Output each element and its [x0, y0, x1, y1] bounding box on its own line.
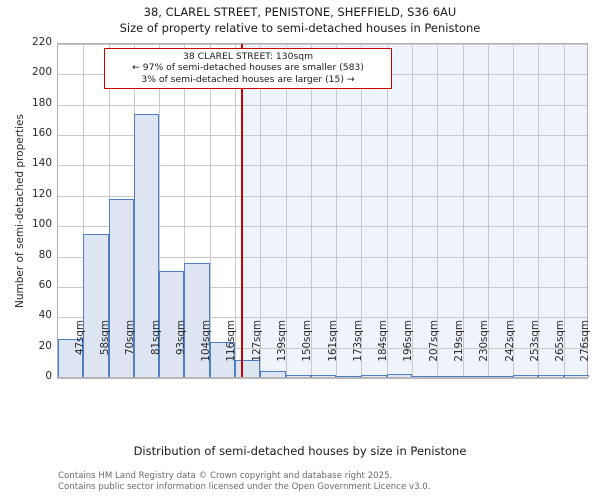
- x-tick-label: 230sqm: [478, 320, 491, 362]
- x-tick-label: 207sqm: [427, 320, 440, 362]
- x-tick-label: 150sqm: [301, 320, 314, 362]
- bar-230sqm: [462, 375, 488, 377]
- y-tick-label: 200: [31, 66, 52, 79]
- y-tick-label: 180: [31, 96, 52, 109]
- x-tick-label: 196sqm: [402, 320, 415, 362]
- gridline-x-11: [336, 44, 338, 377]
- bar-173sqm: [336, 375, 362, 377]
- gridline-x-5: [184, 44, 186, 377]
- annotation-line-2: ← 97% of semi-detached houses are smalle…: [132, 62, 364, 74]
- x-axis-label: Distribution of semi-detached houses by …: [133, 444, 467, 458]
- gridline-y-60: [58, 286, 587, 288]
- gridline-x-13: [386, 44, 388, 377]
- gridline-x-12: [361, 44, 363, 377]
- bar-207sqm: [412, 375, 438, 377]
- x-tick-label: 81sqm: [149, 320, 162, 356]
- gridline-y-100: [58, 226, 587, 228]
- bar-276sqm: [563, 375, 589, 377]
- bar-219sqm: [437, 375, 463, 377]
- y-tick-label: 100: [31, 218, 52, 231]
- annotation-line-1: 38 CLAREL STREET: 130sqm: [182, 51, 314, 62]
- gridline-y-180: [58, 104, 587, 106]
- larger-region-shading: [241, 44, 587, 377]
- gridline-x-6: [209, 44, 211, 377]
- bar-47sqm: [58, 339, 84, 377]
- bar-242sqm: [487, 375, 514, 377]
- y-tick-label: 140: [31, 157, 52, 170]
- y-tick-label: 80: [38, 248, 52, 261]
- gridline-x-19: [538, 44, 540, 377]
- bar-253sqm: [513, 375, 539, 377]
- property-size-marker-line: [241, 44, 243, 377]
- x-tick-label: 139sqm: [275, 320, 288, 362]
- annotation-line-3: 3% of semi-detached houses are larger (1…: [141, 73, 355, 85]
- bar-70sqm: [108, 199, 134, 377]
- gridline-y-80: [58, 256, 587, 258]
- page-title: 38, CLAREL STREET, PENISTONE, SHEFFIELD,…: [143, 5, 457, 19]
- bar-150sqm: [285, 375, 311, 377]
- y-tick-label: 0: [45, 370, 52, 382]
- bar-81sqm: [133, 114, 160, 377]
- plot-area: [57, 43, 589, 377]
- y-axis-label: Number of semi-detached properties: [14, 114, 26, 308]
- gridline-y-140: [58, 165, 587, 167]
- gridline-x-9: [285, 44, 287, 377]
- x-tick-label: 253sqm: [528, 320, 541, 362]
- x-tick-label: 276sqm: [579, 320, 592, 362]
- y-tick-label: 220: [31, 36, 52, 48]
- gridline-x-18: [513, 44, 515, 377]
- bar-93sqm: [159, 270, 185, 377]
- gridline-x-1: [83, 44, 85, 377]
- gridline-y-160: [58, 135, 587, 137]
- x-tick-label: 70sqm: [124, 320, 137, 356]
- y-tick-label: 40: [38, 309, 52, 322]
- x-tick-label: 184sqm: [377, 320, 390, 362]
- property-annotation-box: 38 CLAREL STREET: 130sqm ← 97% of semi-d…: [104, 48, 392, 90]
- x-tick-label: 58sqm: [98, 320, 111, 356]
- gridline-y-20: [58, 347, 587, 349]
- x-tick-label: 242sqm: [503, 320, 516, 362]
- gridline-x-16: [462, 44, 464, 377]
- gridline-x-4: [159, 44, 161, 377]
- gridline-x-20: [563, 44, 565, 377]
- gridline-x-7: [235, 44, 236, 377]
- x-tick-label: 93sqm: [174, 320, 187, 356]
- footer-line-2: Contains public sector information licen…: [58, 481, 431, 492]
- gridline-x-14: [412, 44, 413, 377]
- footer-attribution: Contains HM Land Registry data © Crown c…: [58, 471, 598, 492]
- y-tick-label: 60: [38, 278, 52, 291]
- x-tick-label: 116sqm: [225, 320, 238, 362]
- x-tick-label: 219sqm: [452, 320, 465, 362]
- gridline-x-17: [487, 44, 489, 377]
- x-tick-label: 161sqm: [326, 320, 339, 362]
- gridline-x-8: [260, 44, 262, 377]
- bar-161sqm: [310, 375, 337, 377]
- chart-title-block: 38, CLAREL STREET, PENISTONE, SHEFFIELD,…: [0, 4, 600, 36]
- y-axis-ticks: 0 20 40 60 80 100 120 140 160 180 200 220: [0, 0, 52, 500]
- x-tick-label: 47sqm: [73, 320, 86, 356]
- bar-58sqm: [83, 234, 109, 377]
- x-tick-label: 127sqm: [250, 320, 263, 362]
- gridline-x-15: [437, 44, 439, 377]
- bar-104sqm: [184, 263, 210, 377]
- y-tick-label: 160: [31, 127, 52, 140]
- x-tick-label: 104sqm: [200, 320, 213, 362]
- bar-139sqm: [260, 370, 286, 377]
- x-tick-label: 173sqm: [351, 320, 364, 362]
- x-axis-line: [57, 377, 588, 379]
- gridline-y-40: [58, 317, 587, 319]
- x-tick-label: 265sqm: [554, 320, 567, 362]
- y-tick-label: 20: [38, 339, 52, 352]
- y-tick-label: 120: [31, 187, 52, 200]
- gridline-y-220: [58, 44, 587, 45]
- bar-184sqm: [361, 375, 387, 377]
- gridline-x-10: [310, 44, 312, 377]
- chart-subtitle: Size of property relative to semi-detach…: [119, 21, 481, 35]
- bar-265sqm: [538, 375, 564, 377]
- gridline-y-120: [58, 195, 587, 197]
- bar-116sqm: [209, 342, 235, 377]
- footer-line-1: Contains HM Land Registry data © Crown c…: [58, 471, 393, 481]
- bar-196sqm: [386, 373, 412, 377]
